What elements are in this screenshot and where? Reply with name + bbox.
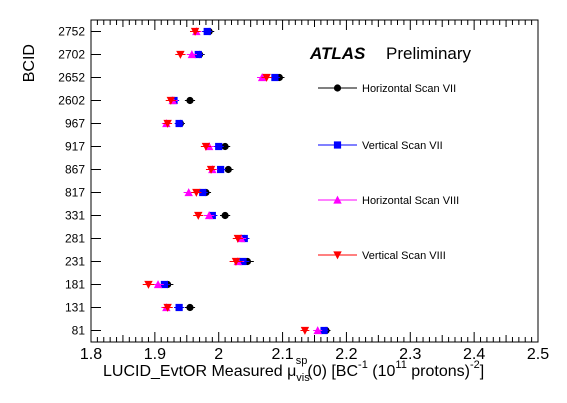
data-point	[175, 303, 183, 312]
data-point	[224, 165, 232, 174]
data-point	[187, 50, 197, 59]
y-tick-label: 2602	[58, 94, 85, 108]
xlabel-mid2: protons)	[407, 363, 470, 380]
y-tick-label: 331	[65, 209, 85, 223]
x-axis-title: LUCID_EvtOR Measured μvis sp(0) [BC-1 (10…	[103, 355, 484, 384]
legend-marker	[333, 195, 342, 204]
data-point	[233, 234, 243, 243]
y-tick-label: 867	[65, 163, 85, 177]
data-point	[203, 27, 211, 36]
data-point	[194, 50, 202, 59]
y-tick-label: 181	[65, 278, 85, 292]
data-point	[215, 142, 223, 151]
y-tick-label: 2752	[58, 25, 85, 39]
data-marks	[142, 27, 331, 335]
x-tick-label: 2.2	[335, 346, 357, 363]
data-point	[300, 326, 310, 335]
legend: Horizontal Scan VII Vertical Scan VII Hori…	[318, 83, 459, 262]
y-tick-label: 967	[65, 117, 85, 131]
data-point	[190, 27, 200, 36]
data-point	[194, 211, 203, 220]
xlabel-sub: vis	[296, 372, 310, 384]
legend-marker	[333, 251, 342, 260]
y-tick-label: 2652	[58, 71, 85, 85]
data-point	[320, 326, 328, 335]
xlabel-exp3: -2	[470, 359, 480, 371]
data-point	[231, 257, 241, 266]
data-point	[184, 188, 193, 197]
y-tick-label: 231	[65, 255, 85, 269]
y-tick-label: 281	[65, 232, 85, 246]
x-tick-label: 1.9	[144, 346, 166, 363]
data-point	[163, 119, 172, 128]
xlabel-end: ]	[480, 363, 484, 380]
data-point	[206, 165, 216, 174]
data-point	[199, 188, 207, 197]
legend-label: Vertical Scan VIII	[362, 250, 446, 262]
data-point	[186, 303, 194, 312]
series-square	[158, 27, 329, 335]
xlabel-exp2: 11	[395, 359, 406, 371]
atlas-label: ATLAS	[309, 44, 366, 63]
data-point	[192, 188, 201, 197]
x-tick-label: 2	[214, 346, 223, 363]
data-point	[144, 280, 153, 289]
data-point	[175, 119, 183, 128]
y-tick-label: 2702	[58, 48, 85, 62]
series-triangle-down	[142, 27, 310, 335]
legend-marker	[333, 84, 342, 92]
xlabel-prefix: LUCID_EvtOR Measured μ	[103, 363, 296, 380]
x-tick-label: 2.5	[527, 346, 549, 363]
xlabel-sup: sp	[296, 355, 308, 367]
series-circle	[161, 27, 331, 335]
x-tick-label: 1.8	[80, 346, 102, 363]
plot-frame	[90, 19, 539, 343]
data-point	[166, 96, 176, 105]
data-point	[201, 142, 211, 151]
data-point	[221, 142, 229, 151]
data-point	[160, 280, 169, 289]
y-tick-label: 81	[72, 324, 86, 338]
x-tick-label: 2.3	[399, 346, 421, 363]
data-point	[262, 73, 271, 82]
data-point	[204, 211, 214, 220]
data-point	[163, 303, 172, 312]
y-tick-label: 817	[65, 186, 85, 200]
x-tick-label: 2.1	[271, 346, 293, 363]
y-tick-label: 131	[65, 301, 85, 315]
preliminary-label: Preliminary	[386, 44, 472, 63]
data-point	[153, 280, 163, 289]
data-point	[217, 165, 225, 174]
data-point	[221, 211, 229, 220]
data-point	[186, 96, 194, 105]
y-axis-title: BCID	[21, 44, 38, 82]
xlabel-mid: (10	[368, 363, 396, 380]
x-tick-label: 2.4	[463, 346, 485, 363]
xlabel-exp1: -1	[358, 359, 368, 371]
data-point	[313, 326, 322, 335]
data-point	[176, 50, 185, 59]
legend-label: Vertical Scan VII	[362, 140, 443, 152]
y-tick-label: 917	[65, 140, 85, 154]
legend-label: Horizontal Scan VIII	[362, 195, 459, 207]
legend-marker	[333, 141, 342, 149]
axis-ticks: 2752270226522602967917867817331281231181…	[58, 20, 549, 363]
data-point	[271, 73, 279, 82]
legend-label: Horizontal Scan VII	[362, 83, 456, 95]
xlabel-suffix: (0) [BC	[307, 363, 358, 380]
series-triangle-up	[152, 27, 323, 335]
